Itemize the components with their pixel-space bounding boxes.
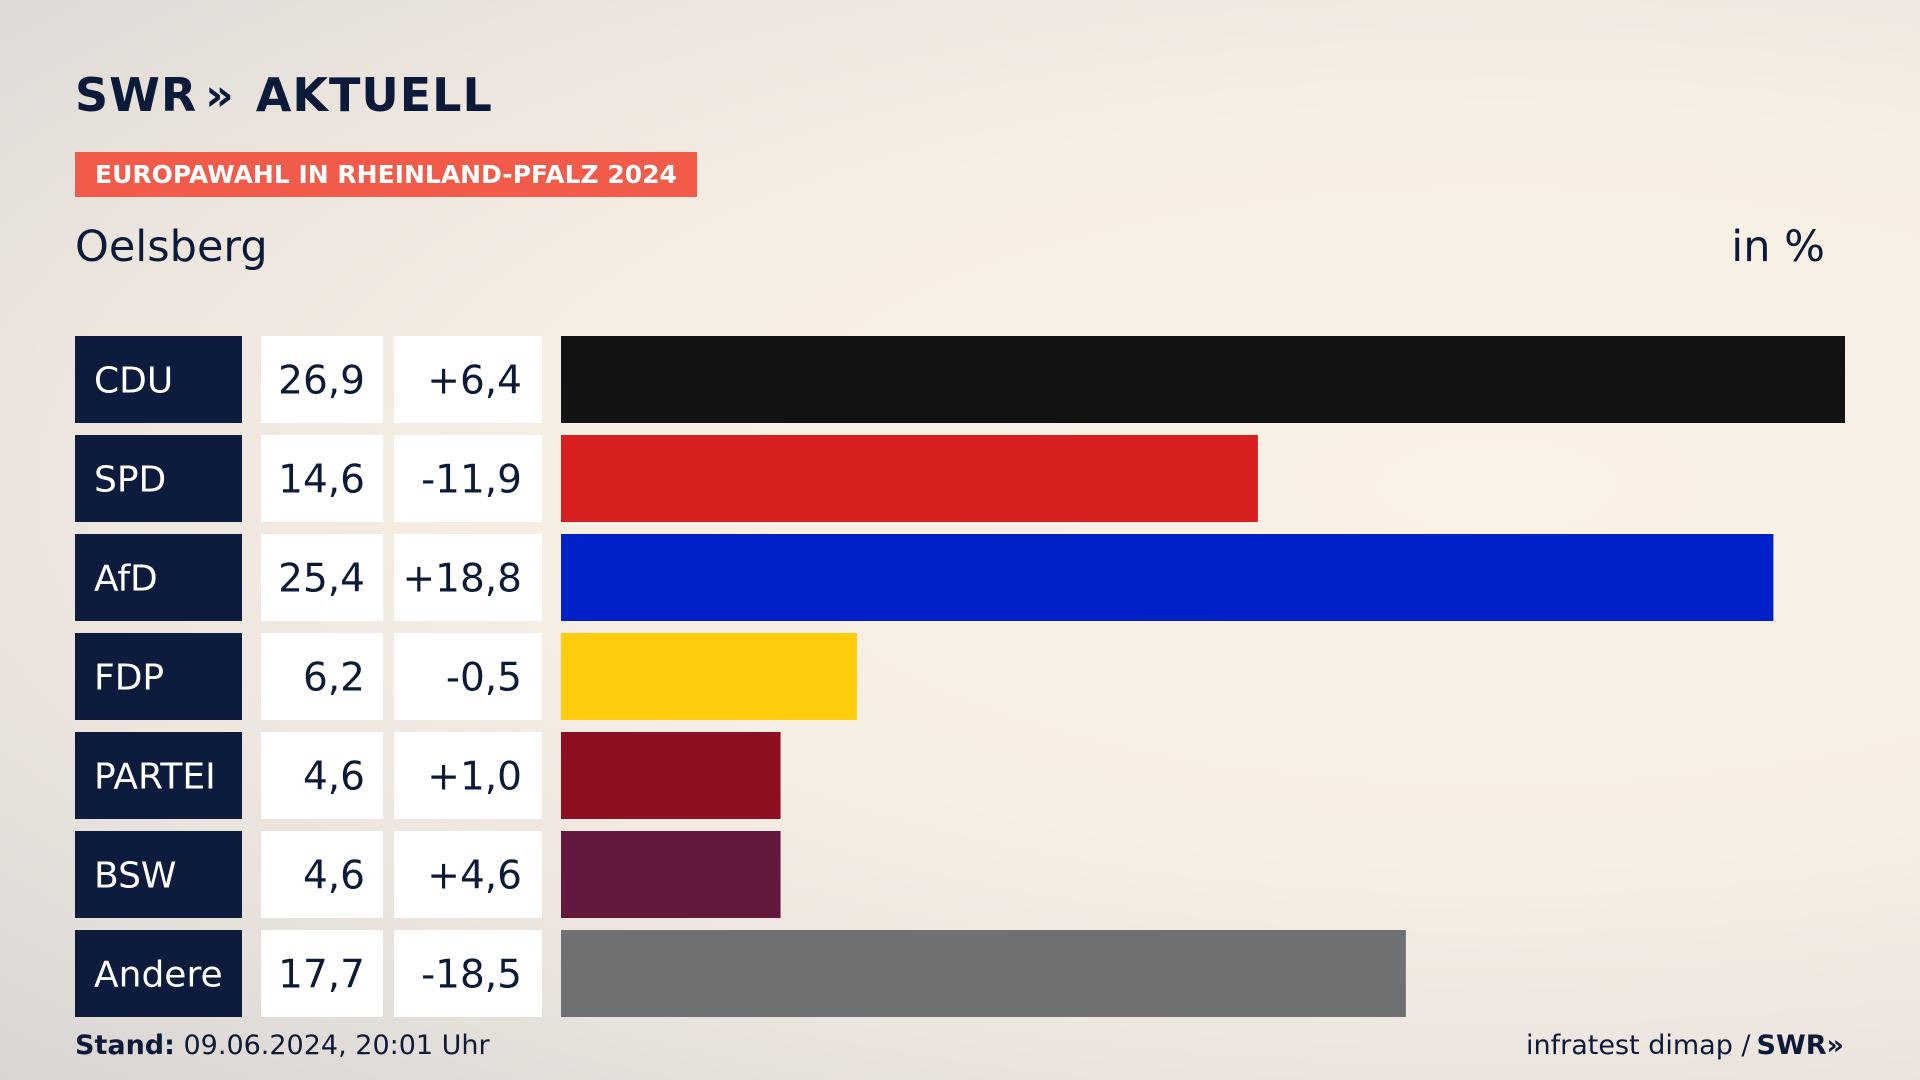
change-label: -11,9	[421, 458, 522, 503]
change-cell	[394, 732, 542, 819]
share-label: 14,6	[278, 458, 365, 503]
result-row: CDU 26,9 +6,4	[75, 336, 1845, 423]
bar	[561, 534, 1774, 621]
stand-label: Stand:	[75, 1030, 175, 1061]
party-label: FDP	[94, 658, 164, 699]
share-label: 4,6	[303, 755, 365, 800]
share-cell	[261, 534, 383, 621]
bar	[561, 435, 1258, 522]
party-label-cell	[75, 435, 242, 522]
share-cell	[261, 435, 383, 522]
timestamp: Stand: 09.06.2024, 20:01 Uhr	[75, 1030, 490, 1061]
stand-value: 09.06.2024, 20:01 Uhr	[174, 1030, 490, 1061]
bar	[561, 831, 781, 918]
source-text: infratest dimap /	[1526, 1030, 1751, 1061]
share-label: 6,2	[303, 656, 365, 701]
change-cell	[394, 831, 542, 918]
party-label: SPD	[94, 460, 166, 501]
share-cell	[261, 930, 383, 1017]
party-label-cell	[75, 336, 242, 423]
party-label-cell	[75, 732, 242, 819]
change-label: +18,8	[402, 557, 522, 602]
change-cell	[394, 435, 542, 522]
change-label: -18,5	[421, 953, 522, 998]
change-cell	[394, 534, 542, 621]
party-label-cell	[75, 831, 242, 918]
share-label: 4,6	[303, 854, 365, 899]
share-cell	[261, 732, 383, 819]
election-tag: EUROPAWAHL IN RHEINLAND-PFALZ 2024	[75, 152, 697, 197]
result-row: Andere 17,7 -18,5	[75, 930, 1406, 1017]
party-label: Andere	[94, 955, 223, 996]
region-title: Oelsberg	[75, 222, 268, 272]
share-label: 26,9	[278, 359, 365, 404]
party-label: PARTEI	[94, 757, 216, 798]
change-label: +1,0	[427, 755, 522, 800]
unit-label: in %	[1731, 222, 1825, 272]
change-label: +4,6	[427, 854, 522, 899]
swr-aktuell-logo: SWR » AKTUELL	[75, 68, 493, 122]
result-row: PARTEI 4,6 +1,0	[75, 732, 781, 819]
change-cell	[394, 930, 542, 1017]
bar	[561, 633, 857, 720]
party-label: BSW	[94, 856, 177, 897]
result-row: BSW 4,6 +4,6	[75, 831, 781, 918]
party-label: AfD	[94, 559, 158, 600]
result-row: SPD 14,6 -11,9	[75, 435, 1258, 522]
party-label-cell	[75, 534, 242, 621]
party-label: CDU	[94, 361, 173, 402]
change-label: -0,5	[446, 656, 522, 701]
share-cell	[261, 633, 383, 720]
swr-mini-logo: SWR»	[1756, 1030, 1844, 1061]
logo-swr-text: SWR	[75, 68, 198, 122]
logo-aktuell-text: AKTUELL	[255, 68, 493, 122]
share-label: 25,4	[278, 557, 365, 602]
party-label-cell	[75, 930, 242, 1017]
bar	[561, 732, 781, 819]
share-cell	[261, 831, 383, 918]
change-cell	[394, 336, 542, 423]
party-label-cell	[75, 633, 242, 720]
bar	[561, 336, 1845, 423]
source-credit: infratest dimap / SWR»	[1526, 1030, 1844, 1061]
change-label: +6,4	[427, 359, 522, 404]
change-cell	[394, 633, 542, 720]
result-row: FDP 6,2 -0,5	[75, 633, 857, 720]
bar	[561, 930, 1406, 1017]
share-label: 17,7	[278, 953, 365, 998]
share-cell	[261, 336, 383, 423]
result-row: AfD 25,4 +18,8	[75, 534, 1774, 621]
